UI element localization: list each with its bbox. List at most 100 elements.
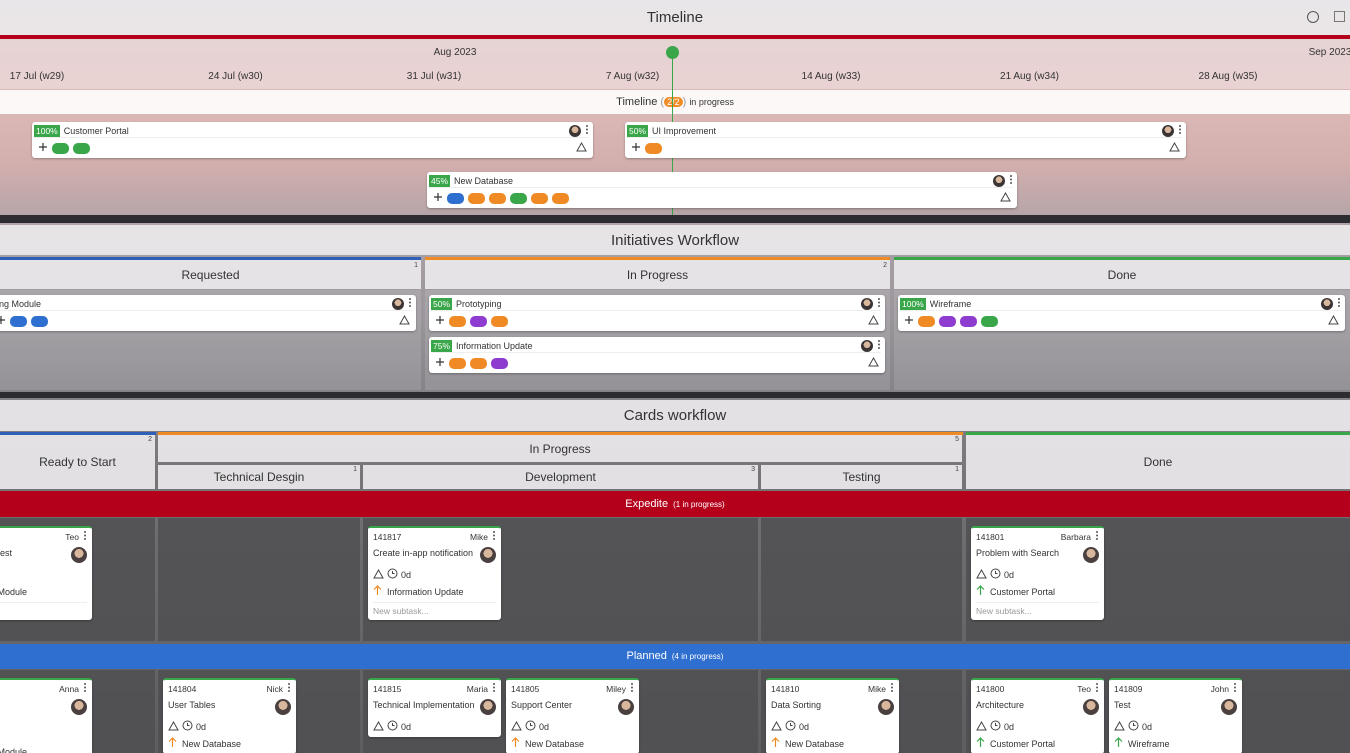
- week-label: 28 Aug (w35): [1198, 71, 1258, 82]
- card-id: 141815: [373, 683, 402, 694]
- card-tag-row: [433, 191, 1011, 204]
- initiative-card[interactable]: 100% Customer Portal: [32, 122, 593, 158]
- card-owner: Mike: [868, 683, 886, 694]
- parent-link[interactable]: Customer Portal: [990, 586, 1056, 597]
- card-title-row: 50% Prototyping: [431, 297, 881, 311]
- section-divider: [0, 392, 1350, 398]
- card-parent: New Database: [511, 737, 634, 750]
- avatar: [878, 699, 894, 715]
- add-button: [904, 315, 914, 327]
- card-title: UI Improvement: [652, 125, 717, 136]
- parent-link[interactable]: Customer Portal: [990, 738, 1056, 749]
- card-owner: Teo: [65, 531, 79, 542]
- task-card[interactable]: Anna ough ment d ning Module: [0, 678, 92, 753]
- task-card[interactable]: 141804 Nick User Tables 0d New Database: [163, 678, 296, 753]
- task-card[interactable]: Teo ing Request d ning Module btask...: [0, 526, 92, 620]
- task-card[interactable]: 141800 Teo Architecture 0d Customer Portal: [971, 678, 1104, 753]
- tag: [981, 315, 998, 327]
- card-meta: 0d: [976, 568, 1099, 581]
- cards-workflow-header: Cards workflow: [0, 400, 1350, 431]
- initiative-card[interactable]: 50% Prototyping: [429, 295, 885, 331]
- time-icon: [387, 720, 398, 733]
- task-card[interactable]: 141817 Mike Create in-app notification 0d In…: [368, 526, 501, 620]
- card-head: 141804 Nick: [168, 683, 291, 694]
- task-card[interactable]: 141809 John Test 0d Wireframe: [1109, 678, 1242, 753]
- parent-link[interactable]: Information Update: [387, 586, 464, 597]
- tag: [31, 315, 48, 327]
- card-parent: Customer Portal: [976, 737, 1099, 750]
- tag: [468, 192, 485, 204]
- initiative-card[interactable]: 45% New Database: [427, 172, 1017, 208]
- card-tag-row: [38, 141, 587, 154]
- card-title: ing Request: [0, 548, 13, 558]
- lane-title-row: Timeline (2/2) in progress: [616, 96, 734, 108]
- swimlane-cell: [761, 518, 962, 641]
- card-owner: Teo: [1077, 683, 1091, 694]
- priority-icon: [771, 720, 782, 733]
- parent-link[interactable]: New Database: [182, 738, 242, 749]
- parent-link[interactable]: Wireframe: [1128, 738, 1170, 749]
- new-subtask[interactable]: New subtask...: [976, 602, 1099, 616]
- parent-icon: [976, 585, 985, 598]
- card-meta: 0d: [1114, 720, 1237, 733]
- settings-button[interactable]: [1307, 11, 1319, 23]
- timeline-accent: [0, 35, 1350, 39]
- card-id: 141801: [976, 531, 1005, 542]
- card-meta: 0d: [511, 720, 634, 733]
- task-card[interactable]: 141801 Barbara Problem with Search 0d Custom…: [971, 526, 1104, 620]
- column-accent: [894, 257, 1350, 260]
- menu-button: [1178, 124, 1182, 137]
- priority-icon: [868, 356, 879, 369]
- initiative-card[interactable]: 50% UI Improvement: [625, 122, 1186, 158]
- card-head: Teo: [0, 531, 87, 542]
- add-button: [0, 315, 6, 327]
- parent-link[interactable]: New Database: [525, 738, 585, 749]
- card-head: 141810 Mike: [771, 683, 894, 694]
- time-icon: [1128, 720, 1139, 733]
- parent-link[interactable]: ning Module: [0, 586, 28, 597]
- priority-icon: [976, 568, 987, 581]
- task-card[interactable]: 141815 Maria Technical Implementation 0d: [368, 678, 501, 737]
- card-title-row: Data Sorting: [771, 699, 894, 717]
- column-count: 3: [751, 466, 755, 473]
- column-count: 1: [353, 466, 357, 473]
- parent-link[interactable]: New Database: [785, 738, 845, 749]
- avatar: [861, 339, 873, 352]
- week-label: 24 Jul (w30): [208, 71, 263, 82]
- task-card[interactable]: 141805 Miley Support Center 0d New Database: [506, 678, 639, 753]
- tag: [10, 315, 27, 327]
- new-subtask[interactable]: btask...: [0, 602, 87, 616]
- card-title: Test: [1114, 700, 1131, 710]
- card-title-row: Support Center: [511, 699, 634, 717]
- card-time: 0d: [539, 721, 550, 732]
- card-title-row: 100% Wireframe: [900, 297, 1341, 311]
- column-name: Done: [1143, 455, 1173, 469]
- initiative-card[interactable]: ning Module: [0, 295, 416, 331]
- today-marker[interactable]: [666, 46, 679, 59]
- task-card[interactable]: 141810 Mike Data Sorting 0d New Database: [766, 678, 899, 753]
- column-header: Ready to Start 2: [0, 435, 155, 489]
- card-head: 141801 Barbara: [976, 531, 1099, 542]
- expand-button[interactable]: [1334, 11, 1345, 22]
- column-header: Technical Desgin 1: [158, 465, 360, 489]
- avatar: [275, 699, 291, 715]
- priority-icon: [511, 720, 522, 733]
- column-name: Requested: [181, 268, 240, 282]
- card-id: 141804: [168, 683, 197, 694]
- parent-link[interactable]: ning Module: [0, 746, 28, 753]
- column-name: Ready to Start: [39, 455, 116, 469]
- card-title-row: Technical Implementation: [373, 699, 496, 717]
- tag: [491, 357, 508, 369]
- percent-badge: 45%: [429, 174, 451, 187]
- initiative-card[interactable]: 100% Wireframe: [898, 295, 1345, 331]
- card-title: Data Sorting: [771, 700, 822, 710]
- tag: [73, 142, 90, 154]
- initiative-card[interactable]: 75% Information Update: [429, 337, 885, 373]
- card-title: Customer Portal: [63, 125, 129, 136]
- swimlane-status: (4 in progress): [671, 652, 724, 661]
- menu-button: [890, 682, 894, 695]
- new-subtask[interactable]: New subtask...: [373, 602, 496, 616]
- time-icon: [182, 720, 193, 733]
- card-title-row: ing Request: [0, 547, 87, 565]
